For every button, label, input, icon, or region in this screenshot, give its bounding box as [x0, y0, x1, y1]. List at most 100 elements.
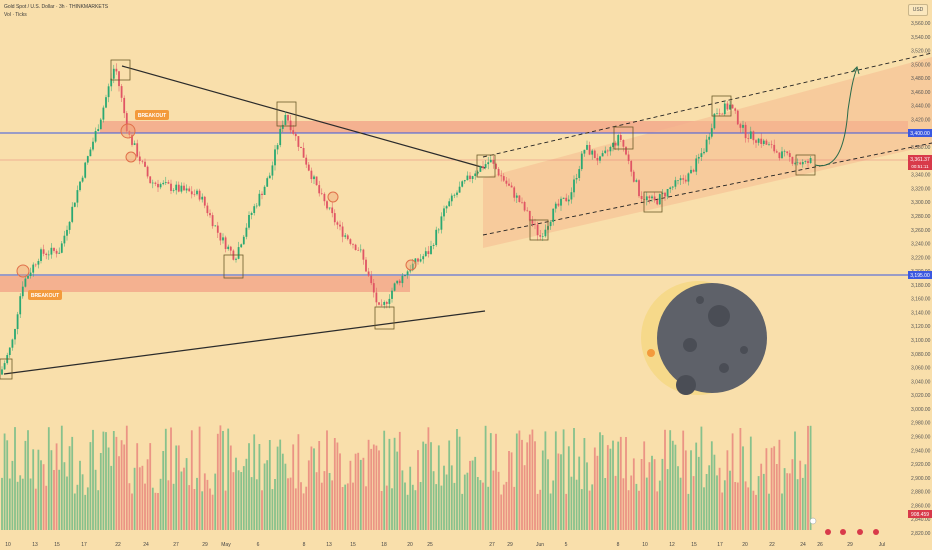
volume-bar: [687, 493, 690, 530]
price-tick-label: 3,260.00: [911, 228, 931, 234]
volume-bar: [146, 459, 149, 530]
volume-bar: [599, 432, 601, 530]
candle-body: [391, 290, 393, 299]
projection-arrow[interactable]: [814, 67, 858, 167]
candle-body: [24, 278, 27, 287]
volume-bar: [794, 431, 796, 530]
volume-bar: [435, 484, 438, 530]
candle-body: [713, 113, 716, 129]
candle-body: [151, 182, 154, 184]
candle-body: [601, 153, 604, 157]
time-tick-label: 25: [427, 542, 433, 548]
candle-body: [765, 140, 768, 145]
candle-body: [731, 104, 734, 109]
candle-body: [383, 302, 386, 305]
candle-body: [593, 150, 596, 159]
ascending-trendline[interactable]: [3, 310, 486, 375]
highlight-boxes: [0, 59, 816, 380]
candle-body: [424, 251, 427, 257]
candle-body: [560, 198, 562, 206]
volume-bar: [34, 488, 37, 530]
volume-bar: [432, 471, 435, 530]
volume-bar: [474, 456, 477, 530]
volume-bar: [617, 441, 620, 530]
volume-bar: [796, 479, 799, 530]
candle-body: [84, 162, 87, 178]
volume-bar: [781, 493, 783, 530]
volume-bar: [310, 446, 313, 530]
volume-bar: [708, 465, 711, 530]
candle-body: [669, 187, 672, 189]
channel-lower-line[interactable]: [482, 142, 932, 236]
volume-group: [1, 425, 812, 530]
candle-body: [596, 158, 599, 161]
candle-body: [747, 138, 750, 139]
candle-body: [180, 185, 183, 192]
candle-body: [575, 178, 578, 180]
volume-bar: [664, 429, 666, 530]
candle-body: [14, 329, 16, 340]
price-tag-lower: 3,195.00: [908, 271, 932, 279]
price-tick-label: 2,920.00: [911, 462, 931, 468]
currency-badge[interactable]: USD: [908, 4, 928, 16]
time-tick-label: 18: [381, 542, 387, 548]
candle-body: [281, 124, 284, 129]
volume-bar: [245, 458, 248, 530]
volume-bar: [679, 477, 682, 530]
candle-body: [456, 192, 458, 195]
candle-body: [237, 247, 240, 259]
volume-bar: [809, 425, 812, 530]
volume-bar: [411, 484, 414, 530]
volume-bar: [21, 478, 24, 530]
candle-body: [734, 108, 737, 111]
volume-bar: [721, 492, 724, 530]
volume-bar: [515, 433, 518, 530]
volume-bar: [744, 481, 747, 530]
candle-body: [435, 229, 438, 245]
candle-body: [744, 124, 747, 139]
volume-bar: [580, 489, 583, 530]
volume-bar: [372, 444, 375, 530]
volume-bar: [107, 447, 110, 530]
price-tick-label: 3,500.00: [911, 62, 931, 68]
candle-body: [794, 163, 796, 164]
volume-bar: [263, 463, 266, 530]
volume-bar: [528, 434, 531, 530]
candle-body: [513, 187, 516, 198]
candle-body: [71, 206, 74, 222]
volume-bar: [375, 445, 378, 530]
volume-bar: [700, 426, 703, 530]
volume-bar: [276, 446, 279, 530]
volume-bar: [401, 470, 404, 530]
candle-body: [266, 178, 269, 187]
candle-body: [294, 133, 297, 137]
volume-bar: [578, 456, 581, 530]
candle-body: [219, 232, 222, 241]
candle-body: [565, 197, 568, 202]
volume-bar: [320, 482, 323, 530]
volume-bar: [193, 489, 196, 530]
descending-trendline[interactable]: [121, 65, 486, 169]
volume-bar: [749, 436, 752, 530]
volume-bar: [63, 462, 66, 530]
volume-bar: [747, 487, 750, 530]
candle-body: [289, 120, 292, 131]
time-axis[interactable]: 10 13 15 17 22 24 27 29 May 6 8 13 15 18 20 25 27 29 Jun 5 8…: [5, 542, 885, 548]
time-tick-label: 22: [769, 542, 775, 548]
volume-bar: [755, 494, 757, 530]
volume-bar: [583, 438, 586, 530]
candle-body: [188, 188, 191, 192]
volume-bar: [180, 471, 183, 530]
volume-bar: [770, 447, 773, 530]
candle-body: [396, 280, 399, 284]
volume-bar: [424, 443, 427, 530]
candle-body: [167, 182, 170, 184]
volume-bar: [586, 462, 588, 530]
candle-body: [198, 190, 201, 200]
candle-body: [625, 146, 627, 155]
volume-bar: [632, 458, 635, 530]
volume-bar: [804, 464, 807, 530]
volume-bar: [801, 477, 804, 530]
candle-body: [359, 249, 362, 251]
